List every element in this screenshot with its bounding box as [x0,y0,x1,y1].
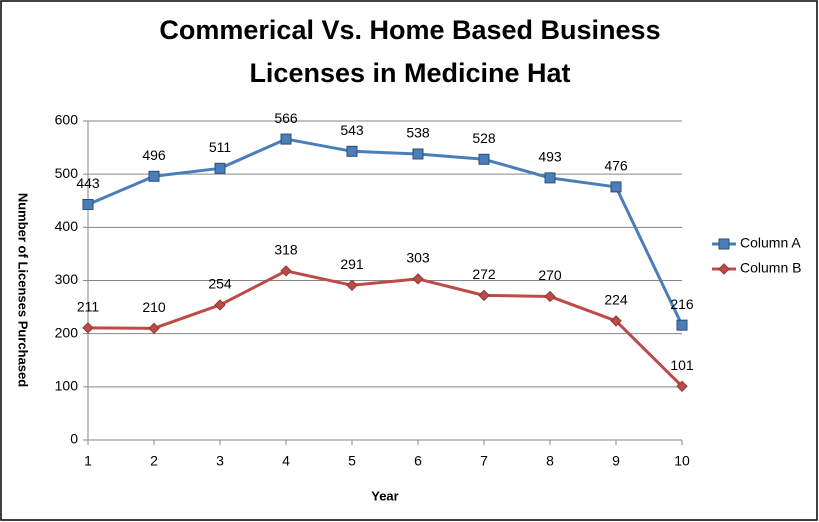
marker [82,322,94,334]
marker [148,322,160,335]
legend-label: Column B [740,260,801,276]
chart-title: Commerical Vs. Home Based Business [159,15,660,45]
marker [610,315,622,327]
data-label: 272 [472,266,496,282]
x-tick-label: 5 [348,453,356,469]
data-label: 270 [538,267,562,283]
x-tick-label: 2 [150,453,158,469]
legend-marker [718,238,730,250]
y-tick-label: 500 [55,165,79,181]
y-tick-label: 400 [55,218,79,234]
y-tick-label: 200 [55,324,79,340]
data-label: 496 [142,147,166,163]
y-tick-label: 0 [70,431,78,447]
data-label: 101 [670,357,694,373]
x-tick-label: 8 [546,453,554,469]
marker [478,153,490,165]
data-label: 493 [538,149,562,165]
marker [676,380,688,393]
data-label: 528 [472,130,496,146]
data-label: 511 [209,139,232,155]
data-label: 543 [340,122,364,138]
marker [676,319,688,331]
marker [214,299,226,311]
marker [478,289,490,302]
marker [412,148,424,160]
x-axis-label: Year [371,488,398,503]
data-label: 216 [670,296,694,312]
x-tick-label: 3 [216,453,224,469]
series-line [87,269,684,388]
marker [214,162,226,174]
marker [544,172,556,184]
marker [346,279,358,291]
y-tick-label: 300 [55,271,79,287]
data-label: 476 [604,158,628,174]
data-label: 291 [340,256,364,272]
data-label: 318 [274,242,298,258]
marker [544,290,556,303]
marker [148,170,160,182]
chart-title: Licenses in Medicine Hat [249,58,570,88]
y-tick-label: 100 [55,378,79,394]
x-tick-label: 9 [612,453,620,469]
marker [346,145,358,157]
data-label: 566 [274,110,298,126]
marker [280,265,292,277]
data-label: 443 [76,175,100,191]
marker [82,198,94,210]
marker [412,273,424,285]
legend-marker [718,263,730,275]
x-tick-label: 6 [414,453,422,469]
x-tick-label: 1 [84,453,92,469]
x-tick-label: 10 [674,453,690,469]
series-line [87,137,684,326]
data-label: 211 [77,299,100,315]
data-label: 538 [406,125,430,141]
data-label: 303 [406,250,430,266]
data-label: 224 [604,292,628,308]
marker [610,181,622,193]
y-tick-label: 600 [55,112,79,128]
x-tick-label: 7 [480,453,488,469]
marker [280,133,292,145]
data-label: 210 [142,299,166,315]
data-label: 254 [208,276,232,292]
y-axis-label: Number of Licenses Purchased [16,193,31,387]
legend-label: Column A [740,235,801,251]
x-tick-label: 4 [282,453,290,469]
